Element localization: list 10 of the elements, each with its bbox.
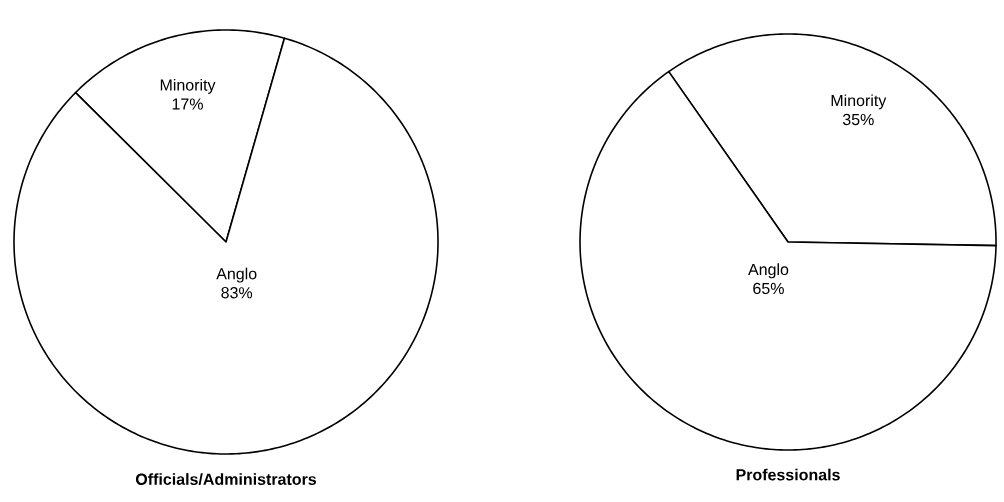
- data-label: 17%: [172, 98, 203, 110]
- data-label: 83%: [221, 287, 253, 299]
- data-label: 65%: [753, 282, 784, 295]
- slice-label: Minority: [160, 78, 216, 94]
- slice-label: Minority: [831, 94, 887, 110]
- slice-label: Anglo: [216, 267, 257, 283]
- data-label: 35%: [842, 113, 874, 126]
- text: Professionals: [736, 468, 840, 481]
- slice-label: Anglo: [748, 263, 789, 279]
- text: Officials/Administrators: [135, 473, 317, 486]
